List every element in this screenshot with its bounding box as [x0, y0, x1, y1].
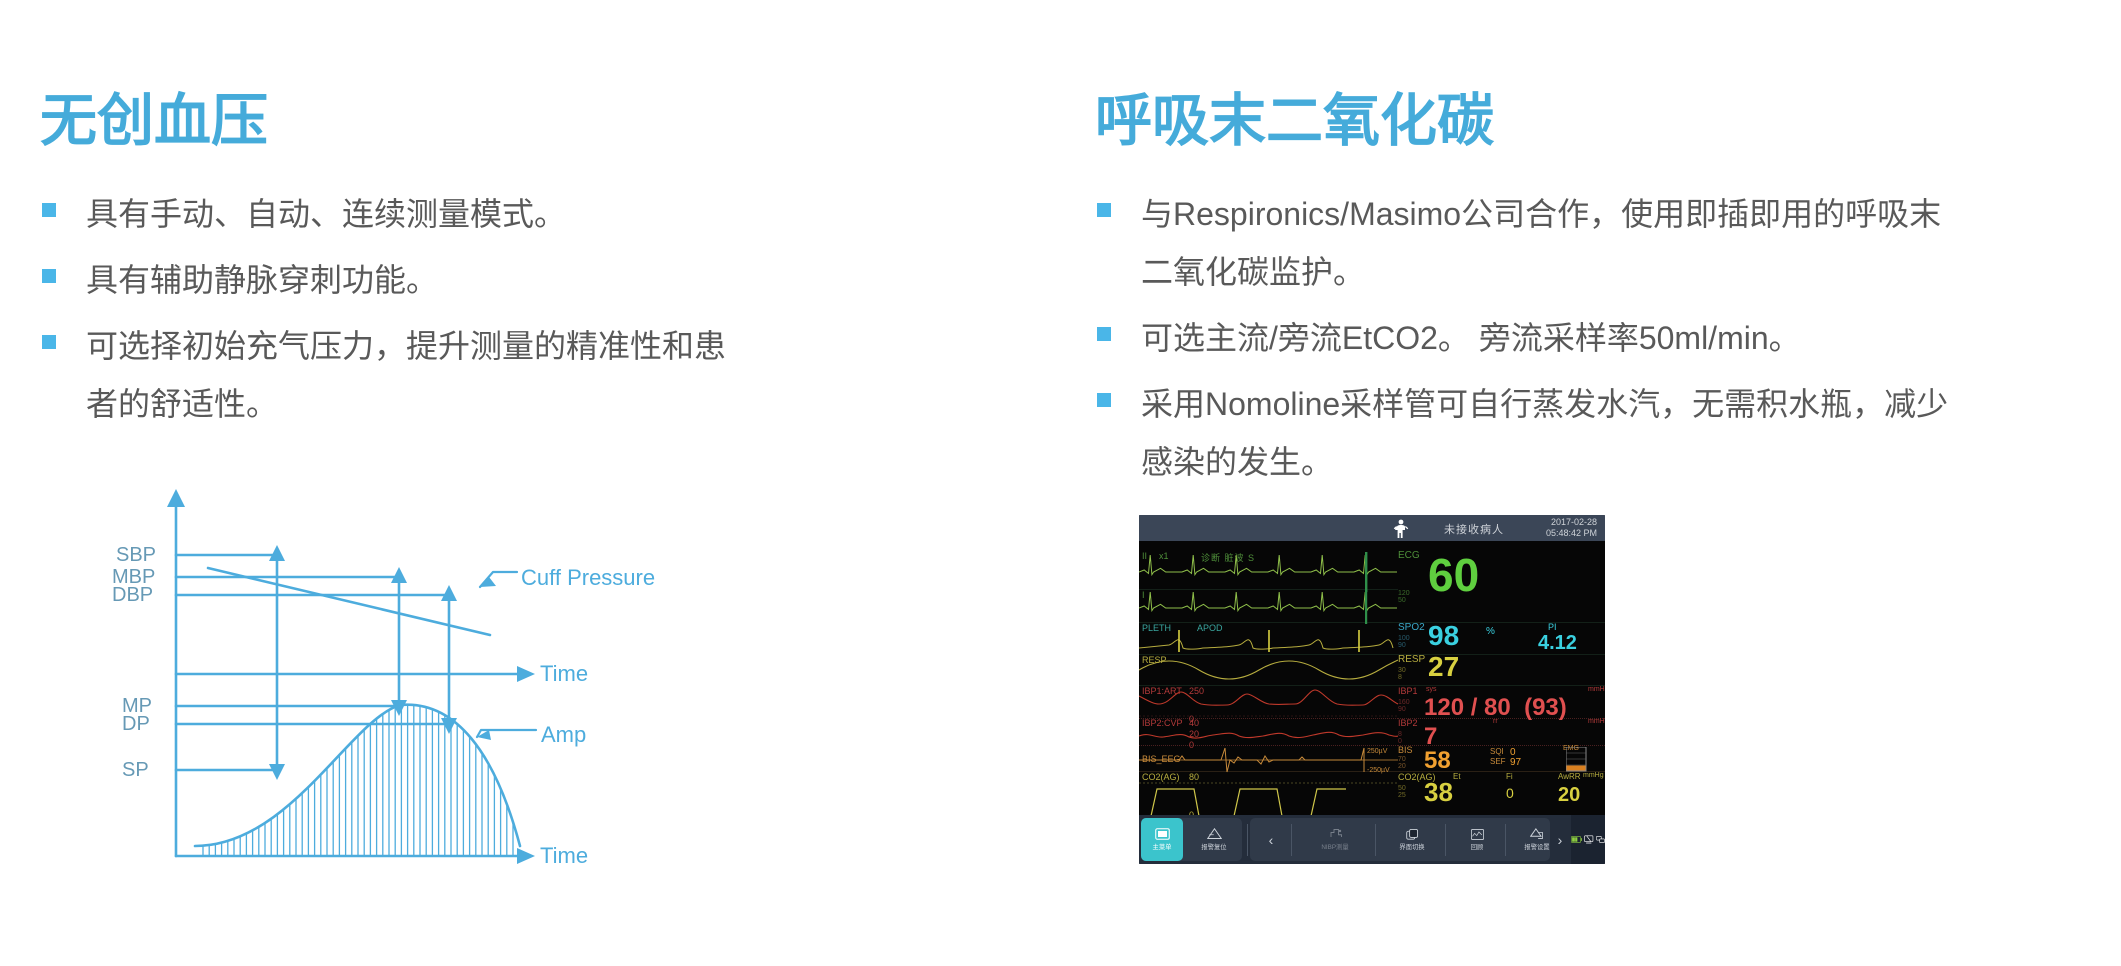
svg-text:Amp: Amp — [541, 722, 586, 747]
svg-text:SP: SP — [122, 759, 149, 781]
svg-text:Cuff Pressure: Cuff Pressure — [521, 565, 655, 590]
svg-text:SBP: SBP — [116, 544, 156, 566]
svg-text:DBP: DBP — [112, 584, 153, 606]
svg-text:Time: Time — [540, 843, 588, 868]
svg-text:250µV: 250µV — [1367, 748, 1388, 755]
svg-text:DP: DP — [122, 713, 150, 735]
svg-text:Time: Time — [540, 661, 588, 686]
